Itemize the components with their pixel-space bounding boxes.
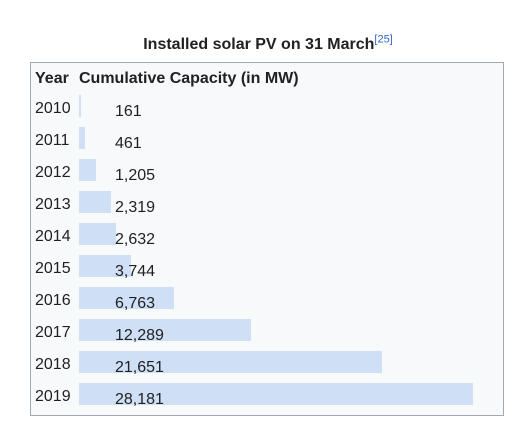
bar-chart-table: Year Cumulative Capacity (in MW) 2010 161… (30, 62, 504, 416)
chart-row: 2019 28,181 (31, 381, 503, 413)
chart-row: 2012 1,205 (31, 157, 503, 189)
chart-row: 2011 461 (31, 125, 503, 157)
capacity-bar (79, 223, 116, 245)
year-label: 2019 (35, 388, 71, 405)
capacity-value-label: 461 (115, 135, 142, 152)
capacity-bar (79, 255, 132, 277)
year-label: 2010 (35, 100, 71, 117)
capacity-value-label: 28,181 (115, 391, 164, 408)
year-column-header: Year (35, 70, 69, 87)
capacity-bar (79, 95, 82, 117)
caption-text: Installed solar PV on 31 March (143, 36, 375, 53)
capacity-bar (79, 159, 96, 181)
capacity-bar (79, 287, 174, 309)
capacity-bar (79, 191, 112, 213)
capacity-value-label: 6,763 (115, 295, 156, 312)
chart-row: 2016 6,763 (31, 285, 503, 317)
capacity-bar (79, 351, 382, 373)
capacity-value-label: 12,289 (115, 327, 164, 344)
chart-row: 2017 12,289 (31, 317, 503, 349)
capacity-bar (79, 319, 251, 341)
capacity-value-label: 1,205 (115, 167, 156, 184)
capacity-column-header: Cumulative Capacity (in MW) (79, 70, 299, 87)
chart-row: 2014 2,632 (31, 221, 503, 253)
chart-row: 2010 161 (31, 93, 503, 125)
header-row: Year Cumulative Capacity (in MW) (31, 63, 503, 95)
chart-row: 2015 3,744 (31, 253, 503, 285)
capacity-value-label: 2,632 (115, 231, 156, 248)
capacity-value-label: 161 (115, 103, 142, 120)
year-label: 2011 (35, 132, 70, 149)
reference-link[interactable]: [25] (374, 33, 393, 46)
year-label: 2016 (35, 292, 71, 309)
year-label: 2013 (35, 196, 71, 213)
year-label: 2017 (35, 324, 71, 341)
year-label: 2015 (35, 260, 71, 277)
capacity-bar (79, 383, 473, 405)
capacity-value-label: 3,744 (115, 263, 156, 280)
chart-row: 2013 2,319 (31, 189, 503, 221)
capacity-value-label: 21,651 (115, 359, 164, 376)
chart-caption: Installed solar PV on 31 March[25] (30, 34, 506, 56)
capacity-bar (79, 127, 86, 149)
chart-row: 2018 21,651 (31, 349, 503, 381)
year-label: 2018 (35, 356, 71, 373)
year-label: 2012 (35, 164, 71, 181)
year-label: 2014 (35, 228, 71, 245)
capacity-value-label: 2,319 (115, 199, 156, 216)
